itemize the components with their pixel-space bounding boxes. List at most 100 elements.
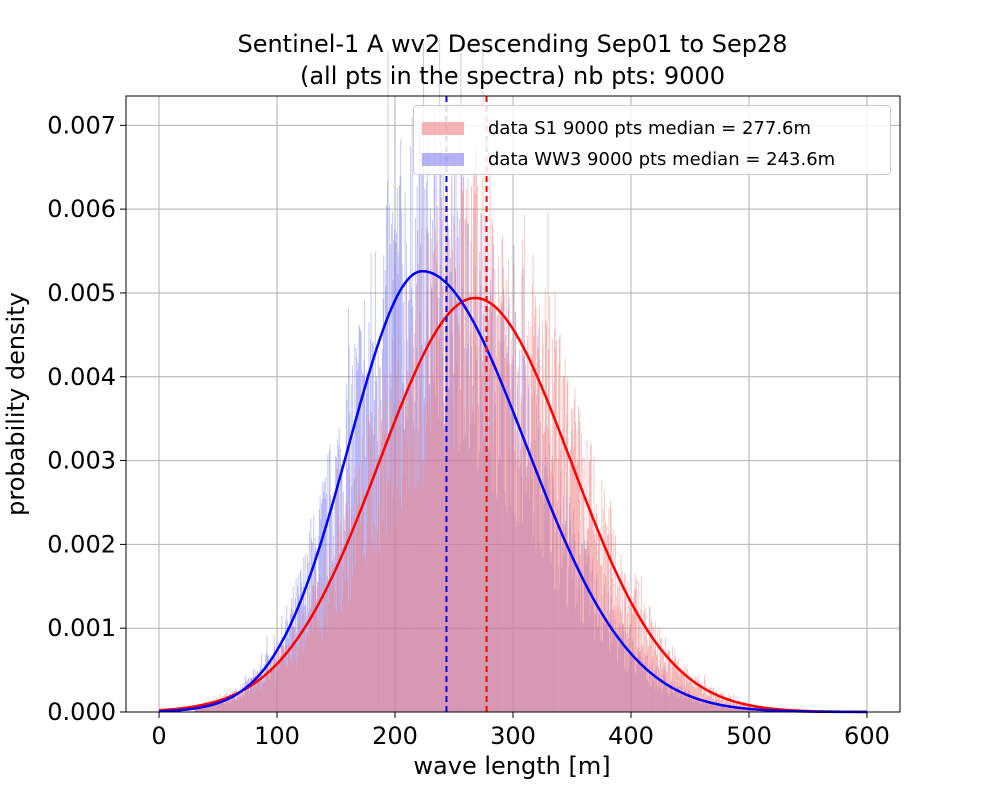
histogram-bar-s1: [668, 648, 669, 712]
histogram-bar-s1: [612, 577, 613, 712]
histogram-bar-s1: [270, 659, 272, 712]
histogram-bar-s1: [239, 693, 241, 712]
histogram-bar-s1: [564, 358, 566, 712]
histogram-bar-s1: [449, 238, 450, 712]
histogram-bar-s1: [621, 612, 623, 712]
histogram-bar-s1: [541, 495, 543, 712]
histogram-bar-s1: [666, 651, 668, 712]
histogram-bar-s1: [617, 583, 618, 712]
histogram-bar-s1: [214, 703, 215, 712]
histogram-bar-s1: [456, 362, 458, 712]
histogram-bar-s1: [330, 581, 332, 712]
histogram-bar-s1: [421, 462, 423, 712]
histogram-bar-s1: [396, 485, 398, 712]
histogram-bar-s1: [599, 538, 601, 712]
histogram-bar-s1: [466, 366, 468, 712]
histogram-bar-s1: [266, 675, 268, 712]
histogram-bar-s1: [420, 388, 421, 712]
histogram-bar-s1: [530, 326, 532, 712]
histogram-bar-s1: [573, 399, 575, 712]
histogram-bar-s1: [609, 613, 610, 712]
histogram-bar-s1: [409, 337, 411, 712]
histogram-bar-s1: [329, 569, 331, 712]
legend-swatch-s1: [422, 121, 464, 135]
y-tick-label: 0.006: [47, 195, 116, 223]
histogram-bar-s1: [443, 429, 445, 712]
histogram-bar-s1: [254, 679, 256, 712]
histogram-bar-s1: [201, 705, 203, 712]
histogram-bar-s1: [577, 459, 579, 712]
histogram-bar-s1: [263, 681, 265, 712]
histogram-bar-s1: [610, 506, 612, 712]
histogram-bar-s1: [609, 500, 611, 712]
histogram-bar-s1: [353, 524, 355, 712]
histogram-bar-s1: [534, 296, 536, 712]
histogram-bar-s1: [487, 454, 489, 712]
histogram-bar-ww3: [287, 621, 288, 712]
histogram-bar-s1: [280, 640, 282, 712]
histogram-bar-s1: [211, 702, 213, 712]
histogram-bar-s1: [704, 679, 706, 712]
histogram-bar-s1: [537, 335, 538, 712]
histogram-bar-s1: [430, 432, 431, 712]
histogram-bar-s1: [319, 633, 321, 712]
histogram-bar-s1: [723, 695, 724, 712]
histogram-bar-s1: [395, 524, 397, 712]
histogram-bar-ww3: [382, 298, 384, 712]
histogram-bar-s1: [444, 455, 446, 712]
histogram-bar-s1: [570, 446, 572, 712]
x-axis-label: wave length [m]: [413, 752, 611, 780]
histogram-bar-s1: [401, 509, 402, 712]
legend-label-ww3: data WW3 9000 pts median = 243.6m: [488, 148, 836, 170]
histogram-bar-s1: [536, 394, 538, 712]
histogram-bar-s1: [491, 218, 493, 712]
histogram-bar-s1: [305, 638, 307, 712]
histogram-bar-s1: [636, 578, 637, 712]
histogram-bar-s1: [602, 509, 604, 712]
histogram-bar-s1: [552, 461, 554, 712]
histogram-bar-s1: [589, 461, 591, 712]
histogram-bar-s1: [523, 480, 525, 712]
histogram-bar-s1: [272, 657, 274, 712]
histogram-bar-s1: [598, 530, 600, 712]
histogram-bar-s1: [618, 587, 620, 712]
histogram-bar-s1: [429, 400, 431, 712]
histogram-bar-s1: [353, 515, 354, 712]
histogram-bar-s1: [388, 482, 390, 712]
histogram-bar-s1: [304, 646, 306, 712]
histogram-bar-s1: [275, 661, 277, 712]
histogram-bar-s1: [396, 374, 397, 712]
histogram-bar-s1: [333, 535, 334, 712]
histogram-bar-s1: [215, 698, 217, 712]
histogram-bar-s1: [591, 509, 593, 712]
histogram-bar-s1: [627, 581, 629, 712]
histogram-bar-s1: [665, 672, 667, 712]
histogram-bar-s1: [294, 660, 295, 712]
histogram-bar-s1: [658, 667, 659, 712]
histogram-bar-s1: [648, 606, 650, 712]
histogram-bar-s1: [246, 685, 247, 712]
histogram-bar-ww3: [375, 380, 377, 712]
histogram-bar-s1: [517, 371, 518, 712]
histogram-bar-s1: [522, 399, 524, 712]
histogram-bar-s1: [252, 680, 254, 712]
histogram-bar-s1: [340, 522, 341, 712]
histogram-bar-s1: [411, 446, 413, 712]
histogram-bar-s1: [284, 664, 286, 712]
histogram-bar-s1: [743, 701, 744, 712]
histogram-bar-s1: [270, 669, 271, 712]
histogram-bar-ww3: [300, 568, 302, 712]
histogram-bar-s1: [548, 349, 550, 712]
histogram-bar-s1: [399, 399, 400, 712]
histogram-bar-s1: [372, 426, 373, 712]
histogram-bar-s1: [269, 657, 271, 712]
histogram-bar-s1: [229, 700, 230, 712]
histogram-bar-s1: [568, 527, 570, 712]
histogram-bar-s1: [725, 695, 727, 712]
histogram-bar-s1: [571, 407, 572, 712]
histogram-bar-s1: [221, 703, 223, 712]
histogram-bar-s1: [513, 264, 515, 712]
histogram-bar-s1: [554, 329, 555, 712]
histogram-bar-s1: [442, 285, 443, 712]
histogram-bar-s1: [529, 460, 530, 712]
